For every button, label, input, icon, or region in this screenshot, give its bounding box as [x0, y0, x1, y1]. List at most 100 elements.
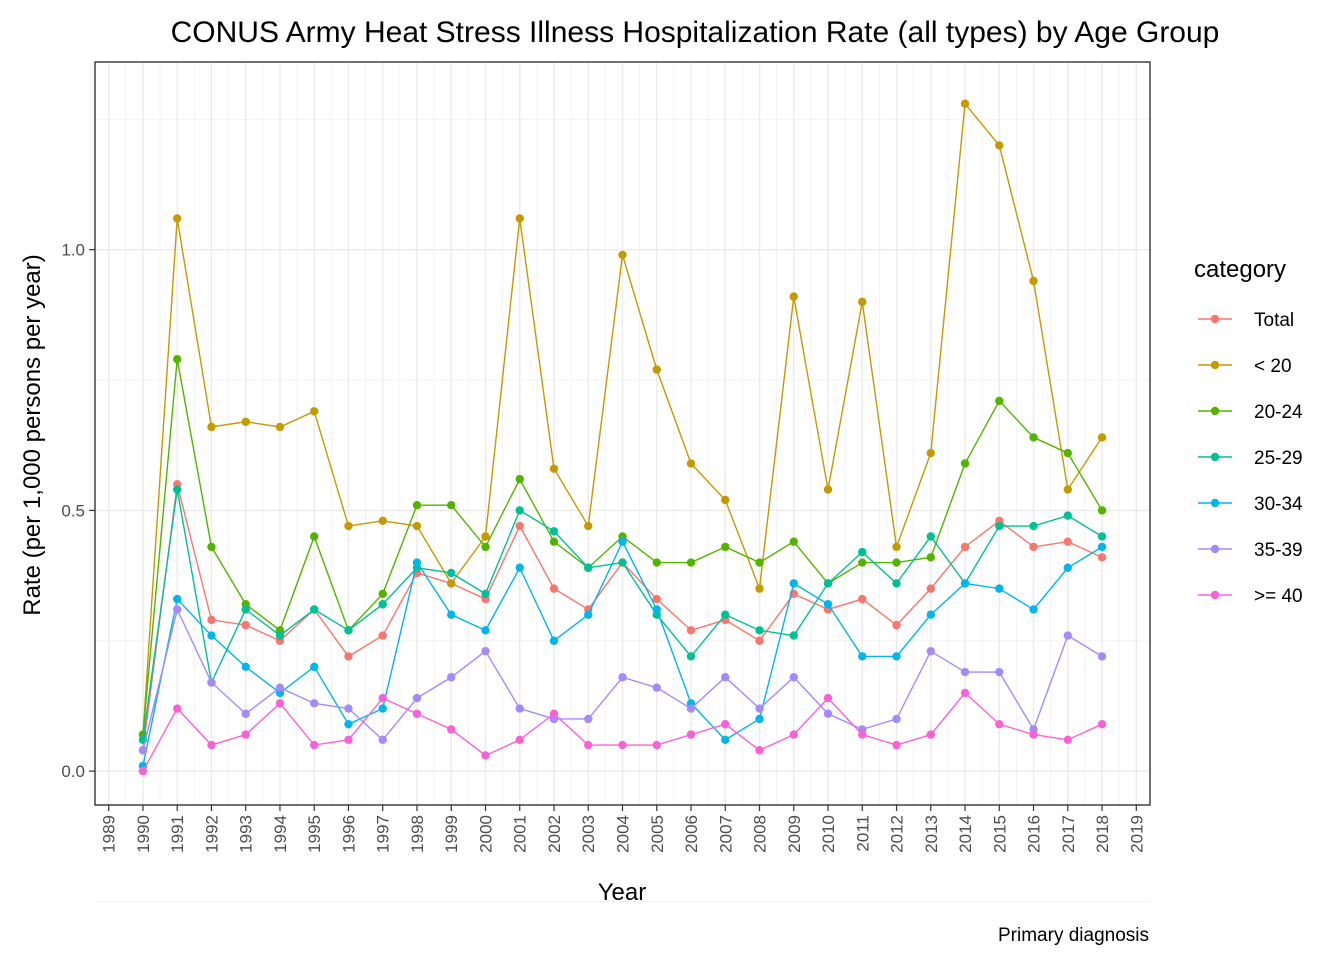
legend-key-point — [1210, 498, 1220, 508]
legend-key-point — [1210, 590, 1220, 600]
legend-item: 20-24 — [1198, 402, 1303, 423]
data-point — [1063, 631, 1072, 640]
data-point — [755, 714, 764, 724]
legend-item: >= 40 — [1198, 586, 1303, 607]
legend-item: 35-39 — [1198, 540, 1303, 561]
data-point — [207, 542, 216, 552]
legend-item: 30-34 — [1198, 494, 1303, 515]
data-point — [892, 652, 901, 661]
data-point — [1029, 433, 1038, 442]
data-point — [378, 600, 387, 609]
data-point — [412, 709, 422, 718]
data-point — [652, 683, 661, 692]
data-point — [1029, 542, 1038, 552]
data-point — [960, 99, 970, 108]
data-point — [1097, 506, 1107, 515]
data-point — [618, 740, 627, 750]
data-point — [378, 704, 387, 713]
x-tick-label: 2000 — [476, 815, 495, 853]
data-point — [241, 605, 250, 614]
data-point — [823, 600, 833, 609]
legend-label: 35-39 — [1254, 540, 1303, 561]
data-point — [858, 558, 867, 567]
data-point — [858, 547, 867, 557]
data-point — [549, 636, 559, 645]
data-point — [549, 709, 559, 718]
data-point — [344, 626, 353, 635]
data-point — [412, 521, 422, 531]
data-point — [926, 553, 935, 562]
data-point — [241, 662, 250, 672]
data-point — [789, 579, 798, 588]
legend-key-point — [1210, 314, 1220, 324]
data-point — [549, 584, 559, 593]
data-point — [1097, 542, 1107, 552]
x-tick-label: 1999 — [442, 815, 461, 853]
data-point — [515, 563, 524, 572]
data-point — [549, 537, 559, 546]
data-point — [995, 521, 1004, 531]
data-point — [755, 558, 764, 567]
data-point — [447, 579, 456, 588]
data-point — [310, 699, 319, 708]
x-tick-label: 2018 — [1093, 815, 1112, 853]
data-point — [652, 594, 661, 604]
x-tick-label: 2006 — [682, 815, 701, 853]
x-tick-label: 1991 — [168, 815, 187, 853]
data-point — [995, 584, 1004, 593]
data-point — [310, 407, 319, 416]
data-point — [584, 563, 593, 572]
data-point — [207, 615, 216, 625]
legend-label: < 20 — [1254, 356, 1292, 377]
data-point — [721, 719, 730, 729]
x-tick-label: 2015 — [990, 815, 1009, 853]
data-point — [995, 719, 1004, 729]
data-point — [241, 620, 250, 630]
x-axis-title: Year — [598, 879, 647, 906]
x-tick-label: 2019 — [1127, 815, 1146, 853]
x-tick-label: 2010 — [819, 815, 838, 853]
data-point — [173, 605, 182, 614]
data-point — [207, 631, 216, 640]
x-tick-label: 2008 — [751, 815, 770, 853]
data-point — [549, 464, 559, 473]
data-point — [652, 605, 661, 614]
data-point — [926, 584, 935, 593]
data-point — [823, 693, 833, 703]
data-point — [755, 704, 764, 713]
data-point — [755, 584, 764, 593]
data-point — [1029, 730, 1038, 739]
data-point — [549, 527, 559, 536]
legend-item: Total — [1198, 310, 1294, 331]
data-point — [721, 735, 730, 745]
data-point — [275, 699, 285, 708]
data-point — [618, 537, 627, 546]
x-tick-label: 1990 — [134, 815, 153, 853]
data-point — [447, 673, 456, 682]
data-point — [173, 485, 182, 494]
data-point — [515, 521, 524, 531]
x-tick-label: 2007 — [716, 815, 735, 853]
data-point — [892, 558, 901, 567]
data-point — [584, 521, 593, 531]
legend-key-point — [1210, 452, 1220, 462]
data-point — [995, 396, 1004, 406]
data-point — [618, 558, 627, 567]
data-point — [721, 542, 730, 552]
data-point — [481, 751, 490, 760]
data-point — [1097, 532, 1107, 541]
y-axis-title: Rate (per 1,000 persons per year) — [19, 254, 46, 616]
data-point — [344, 704, 353, 713]
data-point — [138, 766, 148, 776]
x-tick-label: 2005 — [648, 815, 667, 853]
legend-label: 25-29 — [1254, 448, 1303, 469]
data-point — [823, 579, 833, 588]
x-tick-label: 1997 — [374, 815, 393, 853]
data-point — [892, 714, 901, 724]
data-point — [241, 417, 250, 426]
data-point — [686, 626, 696, 635]
data-point — [275, 631, 285, 640]
data-point — [721, 673, 730, 682]
data-point — [686, 558, 696, 567]
data-point — [173, 704, 182, 713]
